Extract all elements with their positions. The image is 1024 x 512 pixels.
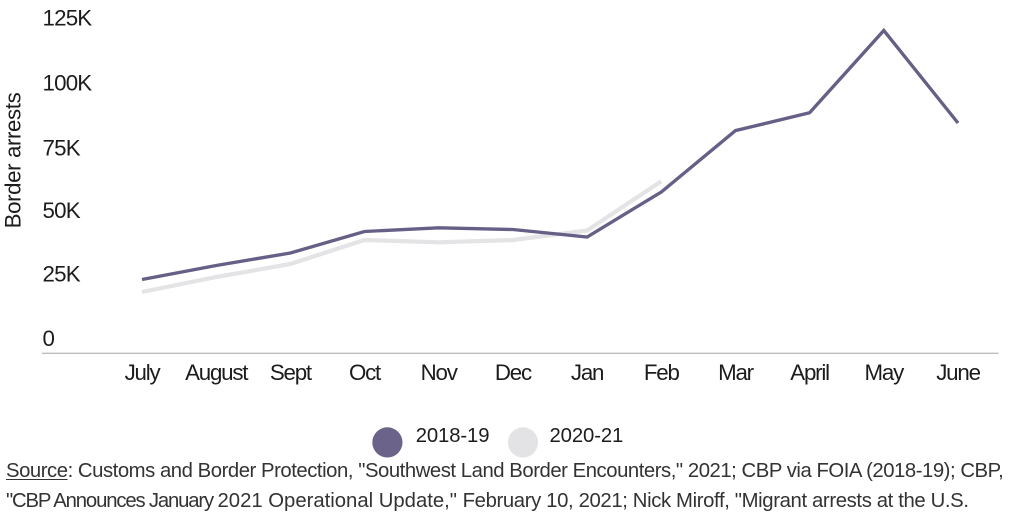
svg-text:Jan: Jan — [571, 360, 603, 385]
svg-text:75K: 75K — [43, 135, 81, 160]
svg-text:100K: 100K — [43, 70, 93, 95]
svg-text:2018-19: 2018-19 — [416, 425, 490, 447]
svg-text:125K: 125K — [43, 5, 93, 30]
svg-text:April: April — [790, 360, 829, 385]
svg-text:Sept: Sept — [270, 360, 313, 385]
svg-text:August: August — [185, 360, 249, 385]
svg-text:Mar: Mar — [718, 360, 755, 385]
svg-text:Oct: Oct — [349, 360, 382, 385]
svg-text:Nov: Nov — [421, 360, 459, 385]
svg-text:50K: 50K — [43, 198, 81, 223]
svg-text:Dec: Dec — [495, 360, 532, 385]
svg-text:Feb: Feb — [644, 360, 680, 385]
svg-text:0: 0 — [43, 326, 55, 351]
svg-text:June: June — [936, 360, 980, 385]
svg-text:Border arrests: Border arrests — [1, 92, 26, 228]
svg-text:2020-21: 2020-21 — [550, 425, 624, 447]
svg-text:July: July — [125, 360, 162, 385]
svg-text:May: May — [865, 360, 906, 385]
svg-text:25K: 25K — [43, 262, 81, 287]
